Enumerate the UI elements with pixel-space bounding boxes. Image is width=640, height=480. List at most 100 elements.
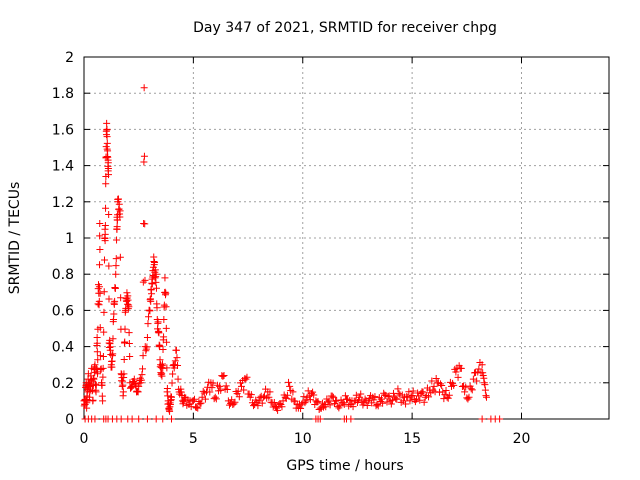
data-point xyxy=(473,377,481,385)
data-point xyxy=(119,392,127,400)
data-point xyxy=(89,396,97,404)
data-point xyxy=(381,391,389,399)
data-point xyxy=(95,301,103,309)
data-point xyxy=(238,382,245,390)
data-point xyxy=(435,388,443,396)
data-point xyxy=(153,304,161,312)
data-point xyxy=(108,357,116,365)
data-point xyxy=(100,328,108,336)
data-point xyxy=(326,401,334,409)
data-point xyxy=(94,300,102,308)
data-point xyxy=(213,381,221,389)
data-point xyxy=(357,390,365,398)
data-point xyxy=(323,395,331,403)
data-point xyxy=(174,361,182,369)
grid-lines xyxy=(84,57,609,419)
data-point xyxy=(336,402,344,410)
data-point xyxy=(283,391,291,399)
data-point xyxy=(350,397,358,405)
data-point xyxy=(469,375,477,383)
data-point xyxy=(266,388,274,396)
data-point xyxy=(148,290,156,298)
y-tick-label: 0.4 xyxy=(52,340,74,356)
data-point xyxy=(116,253,124,261)
data-point xyxy=(462,383,470,391)
data-point xyxy=(161,274,169,282)
data-point xyxy=(143,334,151,342)
data-point xyxy=(219,372,227,380)
data-point xyxy=(240,386,248,394)
data-point xyxy=(339,399,347,407)
data-point xyxy=(121,325,129,333)
data-point xyxy=(256,394,264,402)
data-point xyxy=(158,372,166,380)
chart-title: Day 347 of 2021, SRMTID for receiver chp… xyxy=(193,20,497,36)
data-point xyxy=(177,385,185,393)
data-point xyxy=(411,398,419,406)
data-point xyxy=(154,318,162,326)
data-point xyxy=(482,392,490,400)
data-point xyxy=(328,392,336,400)
data-point xyxy=(93,364,101,372)
data-point xyxy=(271,402,279,410)
data-point xyxy=(152,278,160,286)
data-point xyxy=(305,392,313,400)
data-point xyxy=(115,205,123,213)
data-point xyxy=(313,398,321,406)
y-tick-label: 1.4 xyxy=(52,159,74,175)
data-point xyxy=(265,393,273,401)
data-point xyxy=(113,223,121,231)
data-point xyxy=(163,338,171,346)
data-point xyxy=(93,348,101,356)
data-point xyxy=(99,364,107,372)
data-point xyxy=(262,385,270,393)
data-point xyxy=(205,378,213,386)
data-point xyxy=(99,353,107,361)
data-point xyxy=(103,139,111,147)
data-point xyxy=(282,394,290,402)
data-point xyxy=(114,195,122,203)
data-point xyxy=(115,200,123,208)
data-point xyxy=(363,402,371,410)
data-point xyxy=(108,363,116,371)
data-point xyxy=(160,301,168,309)
data-point xyxy=(480,379,488,387)
data-point xyxy=(101,256,109,264)
data-point xyxy=(359,401,367,409)
data-point xyxy=(304,387,312,395)
data-point xyxy=(464,395,472,403)
data-point xyxy=(243,373,251,381)
data-point xyxy=(481,386,489,394)
data-point xyxy=(139,365,147,373)
data-point xyxy=(199,387,207,395)
data-point xyxy=(430,382,438,390)
data-point xyxy=(102,180,110,188)
data-point xyxy=(116,213,124,221)
data-point xyxy=(94,356,102,364)
data-point xyxy=(183,401,191,409)
data-point xyxy=(345,402,353,410)
data-point xyxy=(159,345,167,353)
data-point xyxy=(162,289,170,297)
data-series xyxy=(80,84,504,423)
data-point xyxy=(111,284,119,292)
data-point xyxy=(234,387,242,395)
data-point xyxy=(173,354,181,362)
data-point xyxy=(352,391,360,399)
data-point xyxy=(425,393,433,401)
data-point xyxy=(164,392,172,400)
data-point xyxy=(157,371,165,379)
data-point xyxy=(103,133,111,141)
data-point xyxy=(123,300,131,308)
data-point xyxy=(126,353,134,361)
data-point xyxy=(190,395,198,403)
data-point xyxy=(385,392,393,400)
data-point xyxy=(168,379,176,387)
data-point xyxy=(96,246,104,254)
data-point xyxy=(104,153,112,161)
data-point xyxy=(309,388,317,396)
data-point xyxy=(332,397,340,405)
y-axis-label: SRMTID / TECUs xyxy=(7,182,23,295)
data-point xyxy=(461,388,469,396)
data-point xyxy=(117,294,125,302)
